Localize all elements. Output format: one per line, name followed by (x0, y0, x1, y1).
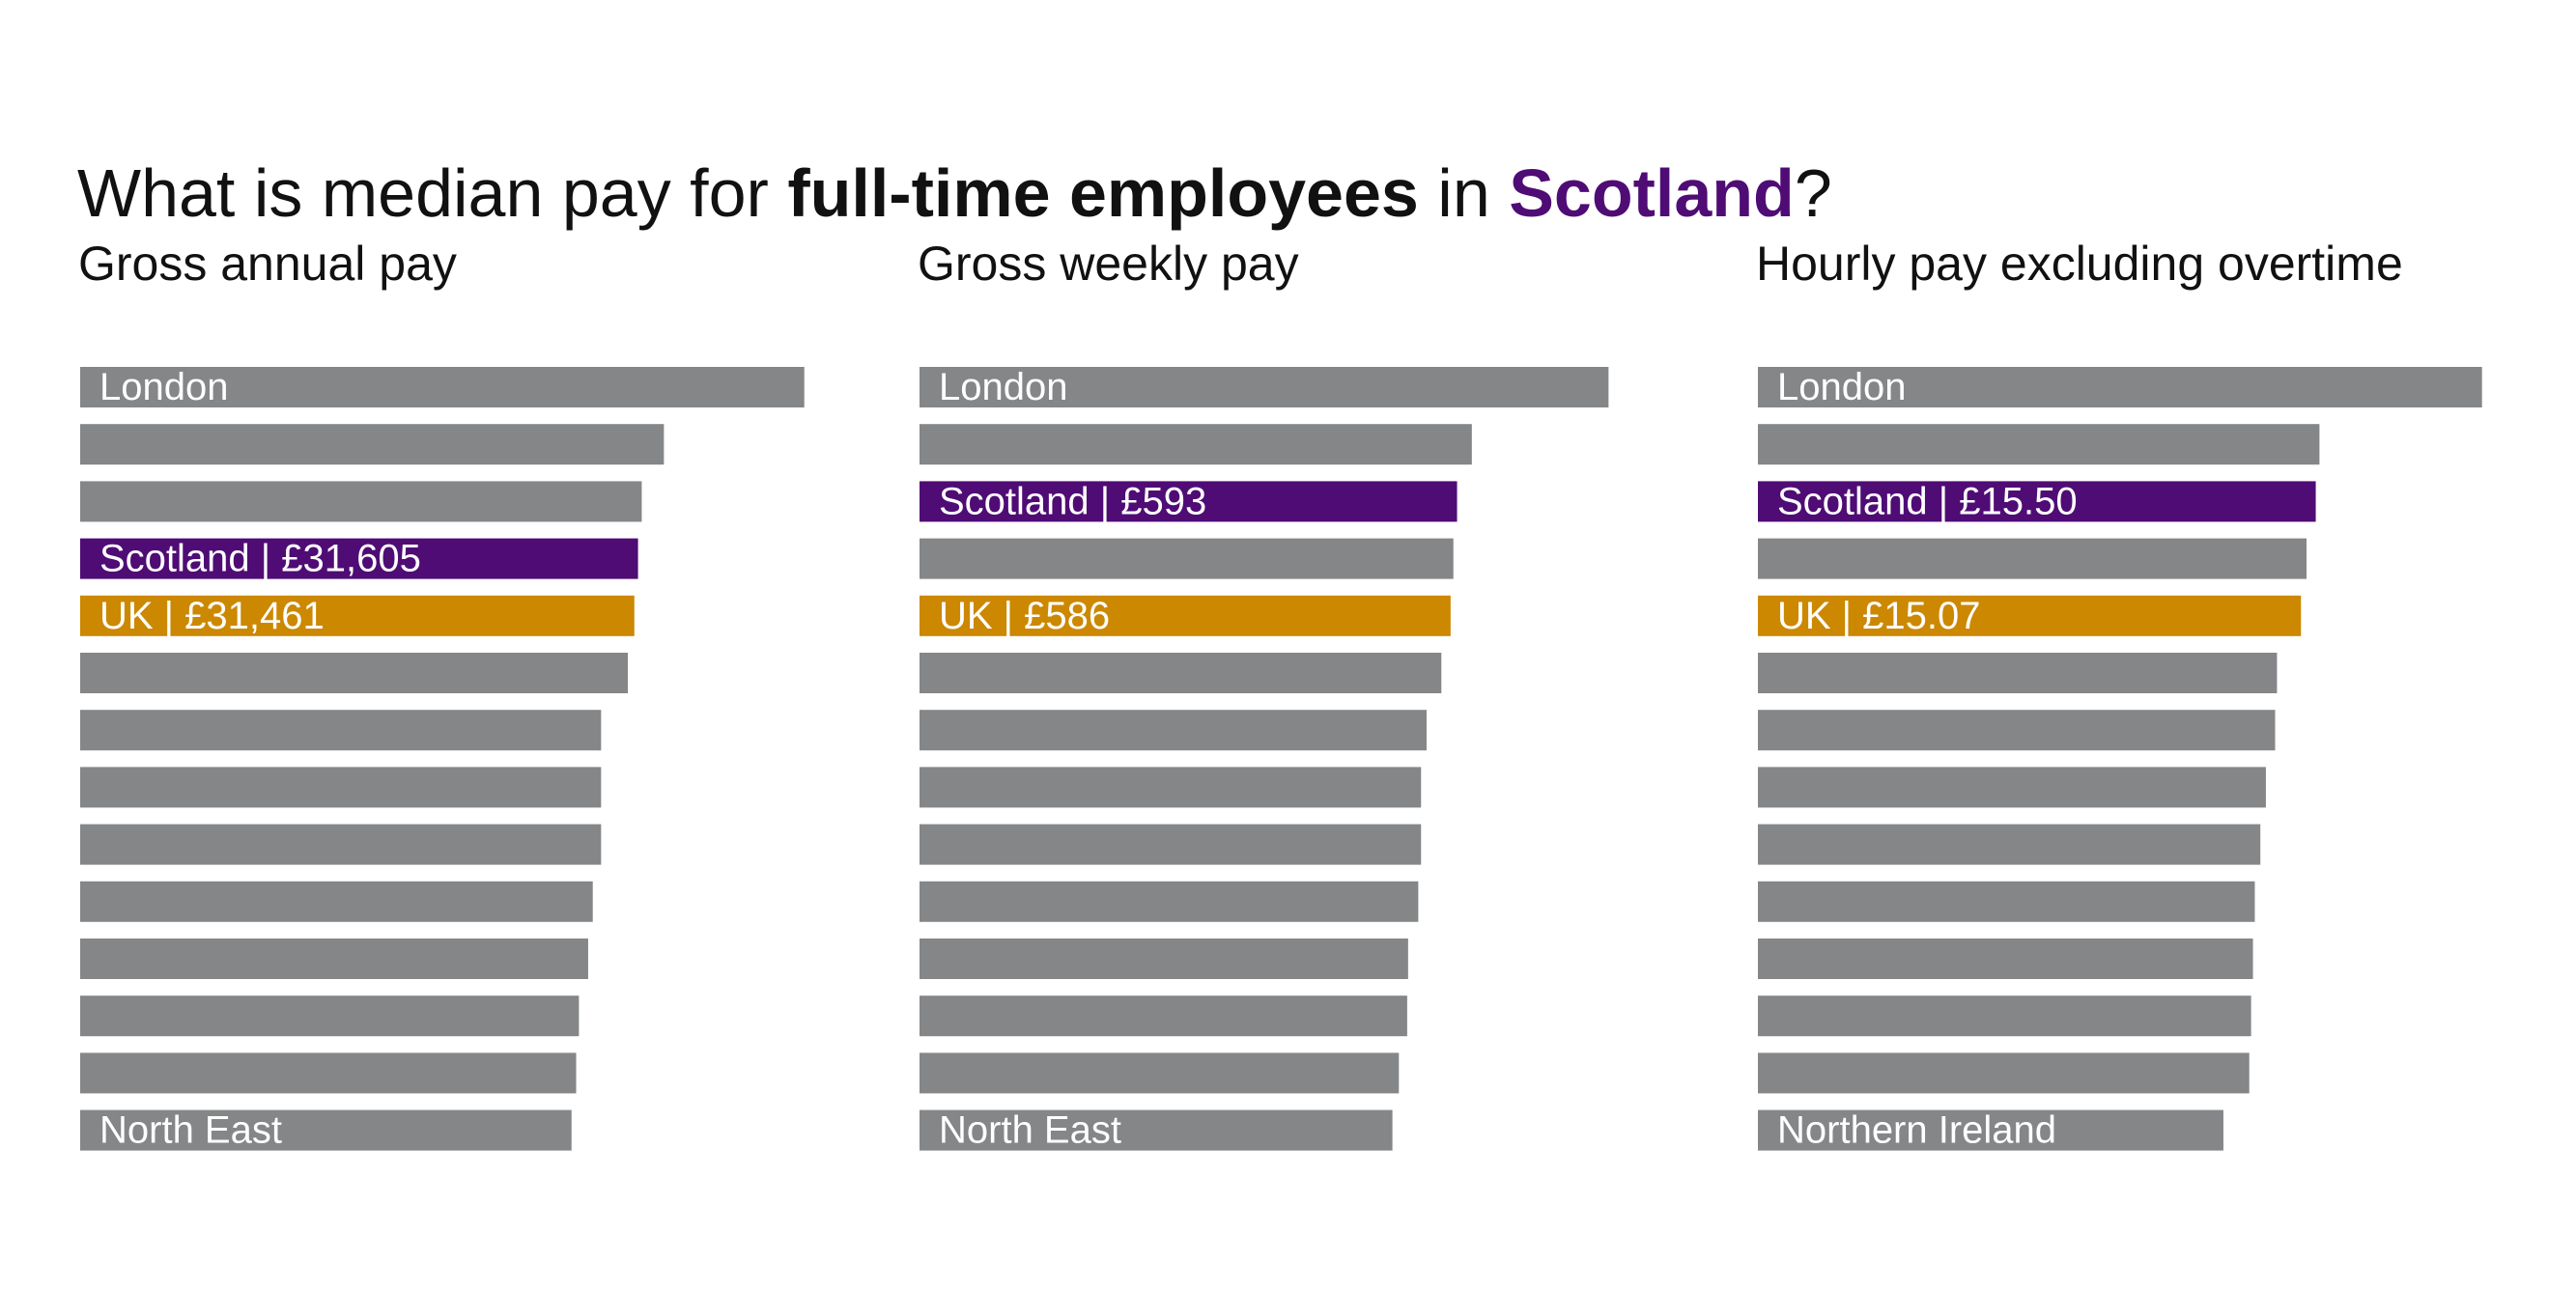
hourly-bar-row-11 (1758, 939, 2253, 979)
panel-title-annual: Gross annual pay (78, 237, 457, 291)
weekly-bar-row-8 (920, 767, 1422, 808)
hourly-bar-label: Northern Ireland (1777, 1109, 2056, 1152)
weekly-bar-row-6 (920, 653, 1442, 693)
annual-bar-label: North East (99, 1109, 282, 1152)
hourly-bar-row-10 (1758, 881, 2255, 922)
title-suffix: ? (1794, 154, 1832, 231)
hourly-bar-row-13 (1758, 1052, 2250, 1094)
hourly-bar-scotland (1758, 481, 2316, 522)
weekly-bar-row-10 (920, 881, 1419, 922)
hourly-bar-row-2 (1758, 424, 2320, 465)
weekly-bar-row-11 (920, 939, 1408, 979)
hourly-bar-label: Scotland | £15.50 (1777, 480, 2078, 522)
annual-bar-row-13 (80, 1052, 577, 1094)
annual-pay-chart: London Scotland | £31,605 UK | £31,461 Nort… (80, 366, 805, 1152)
weekly-bar-row-2 (920, 424, 1472, 465)
weekly-bar-label: London (939, 366, 1067, 408)
title-middle: in (1418, 154, 1510, 231)
annual-bar-row-9 (80, 824, 602, 865)
annual-bar-row-12 (80, 995, 580, 1037)
annual-bar-label: Scotland | £31,605 (99, 538, 421, 580)
panel-title-weekly: Gross weekly pay (918, 237, 1299, 291)
title-region: Scotland (1509, 154, 1795, 231)
weekly-bar-scotland (920, 481, 1458, 522)
hourly-bar-label: London (1777, 366, 1906, 408)
panel-title-hourly: Hourly pay excluding overtime (1756, 237, 2403, 291)
hourly-bar-row-8 (1758, 767, 2266, 808)
title-prefix: What is median pay for (77, 154, 788, 231)
annual-bar-label: UK | £31,461 (99, 595, 325, 637)
weekly-bar-label: North East (939, 1109, 1121, 1152)
annual-bar-label: London (99, 366, 228, 408)
weekly-bar-london (920, 367, 1609, 407)
weekly-bar-row-12 (920, 995, 1407, 1037)
annual-bar-row-11 (80, 939, 588, 979)
hourly-pay-chart: London Scotland | £15.50 UK | £15.07 Northe… (1758, 366, 2482, 1152)
annual-bar-north-east (80, 1109, 572, 1151)
weekly-bar-row-13 (920, 1052, 1400, 1094)
hourly-bar-row-12 (1758, 995, 2251, 1037)
annual-bar-scotland (80, 538, 638, 579)
annual-bar-row-10 (80, 881, 593, 922)
hourly-bar-label: UK | £15.07 (1777, 595, 1981, 637)
annual-bar-row-6 (80, 653, 629, 693)
annual-bar-uk (80, 595, 635, 636)
annual-bar-row-3 (80, 481, 642, 522)
weekly-bar-label: Scotland | £593 (939, 480, 1206, 522)
weekly-bar-row-7 (920, 710, 1427, 751)
weekly-bar-label: UK | £586 (939, 595, 1110, 637)
weekly-bar-north-east (920, 1109, 1393, 1151)
weekly-pay-chart: London Scotland | £593 UK | £586 North East (920, 366, 1609, 1152)
annual-bar-row-2 (80, 424, 665, 465)
chart-title: What is median pay for full-time employe… (77, 159, 1832, 227)
hourly-bar-row-9 (1758, 824, 2261, 865)
hourly-bar-row-6 (1758, 653, 2278, 693)
weekly-bar-row-9 (920, 824, 1422, 865)
weekly-bar-row-4 (920, 538, 1454, 579)
hourly-bar-london (1758, 367, 2482, 407)
title-emphasis: full-time employees (787, 154, 1419, 231)
hourly-bar-row-7 (1758, 710, 2276, 751)
annual-bar-london (80, 367, 805, 407)
hourly-bar-row-4 (1758, 538, 2307, 579)
annual-bar-row-8 (80, 767, 602, 808)
hourly-bar-uk (1758, 595, 2302, 636)
annual-bar-row-7 (80, 710, 602, 751)
hourly-bar-northern-ireland (1758, 1109, 2223, 1151)
weekly-bar-uk (920, 595, 1451, 636)
